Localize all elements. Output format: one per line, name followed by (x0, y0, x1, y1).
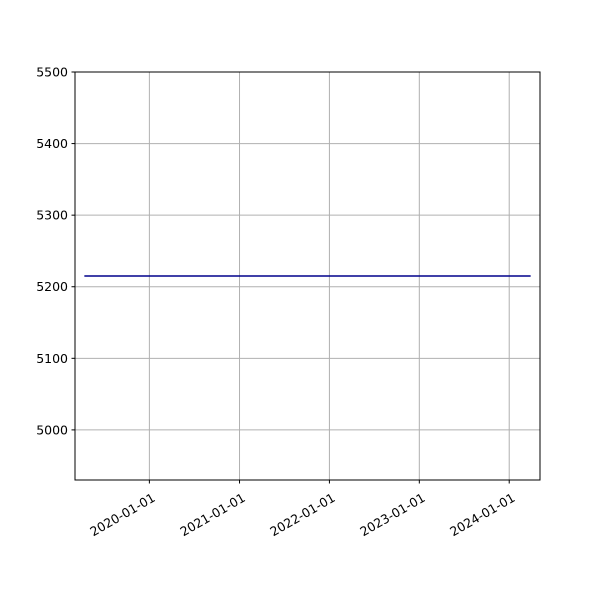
y-tick-label: 5400 (36, 136, 68, 151)
y-tick-label: 5200 (36, 279, 68, 294)
y-tick-label: 5300 (36, 208, 68, 223)
y-axis: 5000 5100 5200 5300 5400 5500 (36, 65, 75, 437)
y-tick-label: 5500 (36, 65, 68, 80)
y-tick-label: 5000 (36, 422, 68, 437)
y-tick-label: 5100 (36, 351, 68, 366)
plot-frame (74, 71, 541, 481)
